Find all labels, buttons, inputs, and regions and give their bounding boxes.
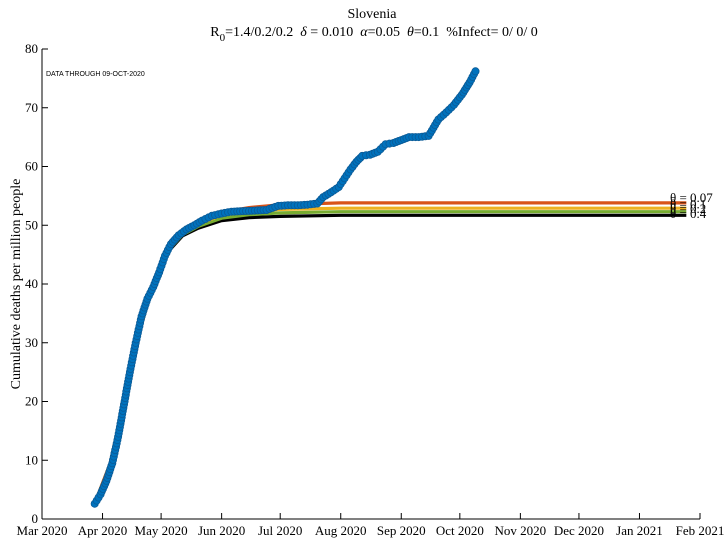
x-tick-label: Mar 2020	[17, 523, 68, 538]
theta-label-3: θ = 0.4	[670, 206, 707, 221]
subtitle-theta-value: =0.1	[414, 25, 439, 40]
x-tick-label: Feb 2021	[676, 523, 725, 538]
subtitle-delta-label: δ	[300, 25, 307, 40]
y-tick-label: 40	[25, 276, 38, 291]
chart-title: Slovenia	[348, 7, 398, 22]
data-through-annotation: DATA THROUGH 09-OCT-2020	[46, 71, 145, 78]
model-curve-theta-0	[93, 201, 687, 505]
x-tick-label: Nov 2020	[495, 523, 547, 538]
theta-label-1: θ = 0.1	[670, 196, 706, 211]
subtitle-delta-value: = 0.010	[307, 25, 353, 40]
y-tick-label: 80	[25, 41, 38, 56]
x-tick-label: May 2020	[135, 523, 188, 538]
subtitle-infect: %Infect= 0/ 0/ 0	[446, 25, 537, 40]
x-ticks: Mar 2020 Apr 2020 May 2020 Jun 2020 Jul 2020…	[17, 513, 725, 538]
x-tick-label: Apr 2020	[78, 523, 127, 538]
y-ticks: 0 10 20 30 40 50 60 70 80	[25, 41, 48, 526]
chart-subtitle: R0=1.4/0.2/0.2 δ = 0.010 α=0.05 θ=0.1 %Infec…	[210, 25, 538, 44]
y-tick-label: 10	[25, 452, 38, 467]
theta-labels: θ = 0.07θ = 0.1θ = 0.2θ = 0.4	[670, 190, 713, 221]
y-tick-label: 70	[25, 100, 38, 115]
model-curves	[93, 201, 687, 505]
theta-label-0: θ = 0.07	[670, 190, 713, 205]
y-tick-label: 0	[32, 511, 39, 526]
model-curve-theta-1	[93, 206, 687, 505]
x-tick-label: Dec 2020	[554, 523, 604, 538]
x-tick-label: Jan 2021	[616, 523, 663, 538]
observed-points	[90, 67, 480, 508]
subtitle-r-values: =1.4/0.2/0.2	[225, 25, 293, 40]
y-tick-label: 50	[25, 217, 38, 232]
y-tick-label: 30	[25, 335, 38, 350]
x-tick-label: Jul 2020	[258, 523, 302, 538]
x-tick-label: Aug 2020	[315, 523, 367, 538]
y-tick-label: 60	[25, 159, 38, 174]
subtitle-alpha-value: =0.05	[368, 25, 400, 40]
x-tick-label: Sep 2020	[377, 523, 426, 538]
model-curve-theta-3	[93, 213, 687, 505]
x-tick-label: Oct 2020	[436, 523, 484, 538]
theta-label-2: θ = 0.2	[670, 201, 706, 216]
y-tick-label: 20	[25, 394, 38, 409]
observed-point	[471, 67, 480, 76]
y-axis-label: Cumulative deaths per million people	[9, 179, 24, 390]
subtitle-r-label: R	[210, 25, 220, 40]
x-tick-label: Jun 2020	[198, 523, 245, 538]
subtitle-alpha-label: α	[360, 25, 368, 40]
subtitle-r-subscript: 0	[220, 32, 226, 44]
axes	[41, 49, 700, 520]
model-curve-theta-2	[93, 210, 687, 505]
subtitle-theta-label: θ	[407, 25, 414, 40]
